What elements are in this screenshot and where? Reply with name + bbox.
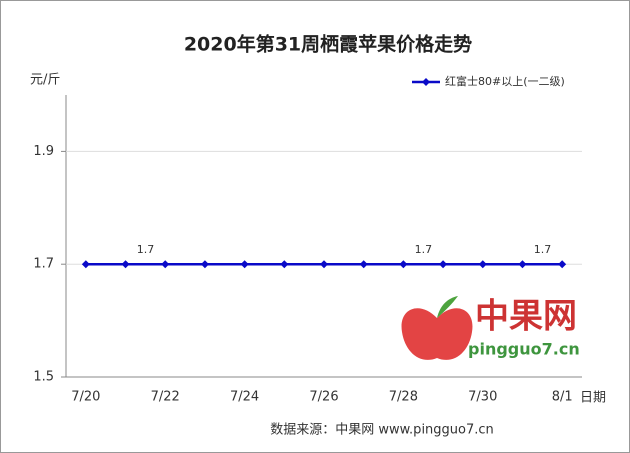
data-label: 1.7: [415, 243, 433, 256]
x-tick-label: 7/26: [309, 390, 338, 405]
legend-marker: [422, 78, 430, 86]
legend-label: 红富士80#以上(一二级): [445, 74, 565, 88]
y-tick-label: 1.7: [33, 257, 54, 272]
data-label: 1.7: [534, 243, 552, 256]
data-label: 1.7: [137, 243, 155, 256]
watermark-name: 中果网: [475, 297, 577, 337]
point: [399, 260, 408, 269]
y-tick-label: 1.9: [33, 144, 54, 159]
x-tick-label: 7/20: [71, 390, 100, 405]
point: [81, 260, 90, 269]
point: [240, 260, 249, 269]
point: [280, 260, 289, 269]
x-tick-label: 8/1: [552, 390, 573, 405]
point: [478, 260, 487, 269]
point: [121, 260, 130, 269]
watermark: 中果网 pingguo7.cn: [401, 296, 580, 360]
point: [320, 260, 328, 269]
point: [518, 260, 527, 269]
logo-apple: [401, 308, 473, 360]
x-axis-label: 日期: [580, 391, 606, 406]
y-tick-label: 1.5: [33, 370, 54, 385]
point: [359, 260, 368, 269]
point: [439, 260, 448, 269]
x-tick-label: 7/24: [230, 390, 259, 405]
x-tick-label: 7/30: [468, 390, 497, 405]
point: [200, 260, 209, 269]
point: [161, 260, 170, 269]
chart-title: 2020年第31周栖霞苹果价格走势: [184, 33, 472, 56]
logo-leaf: [437, 296, 458, 318]
x-tick-label: 7/28: [389, 390, 418, 405]
x-tick-label: 7/22: [151, 390, 180, 405]
source: 数据来源：中果网 www.pingguo7.cn: [270, 423, 494, 438]
point: [558, 260, 567, 269]
y-axis-label: 元/斤: [30, 73, 60, 88]
watermark-url: pingguo7.cn: [468, 340, 580, 359]
